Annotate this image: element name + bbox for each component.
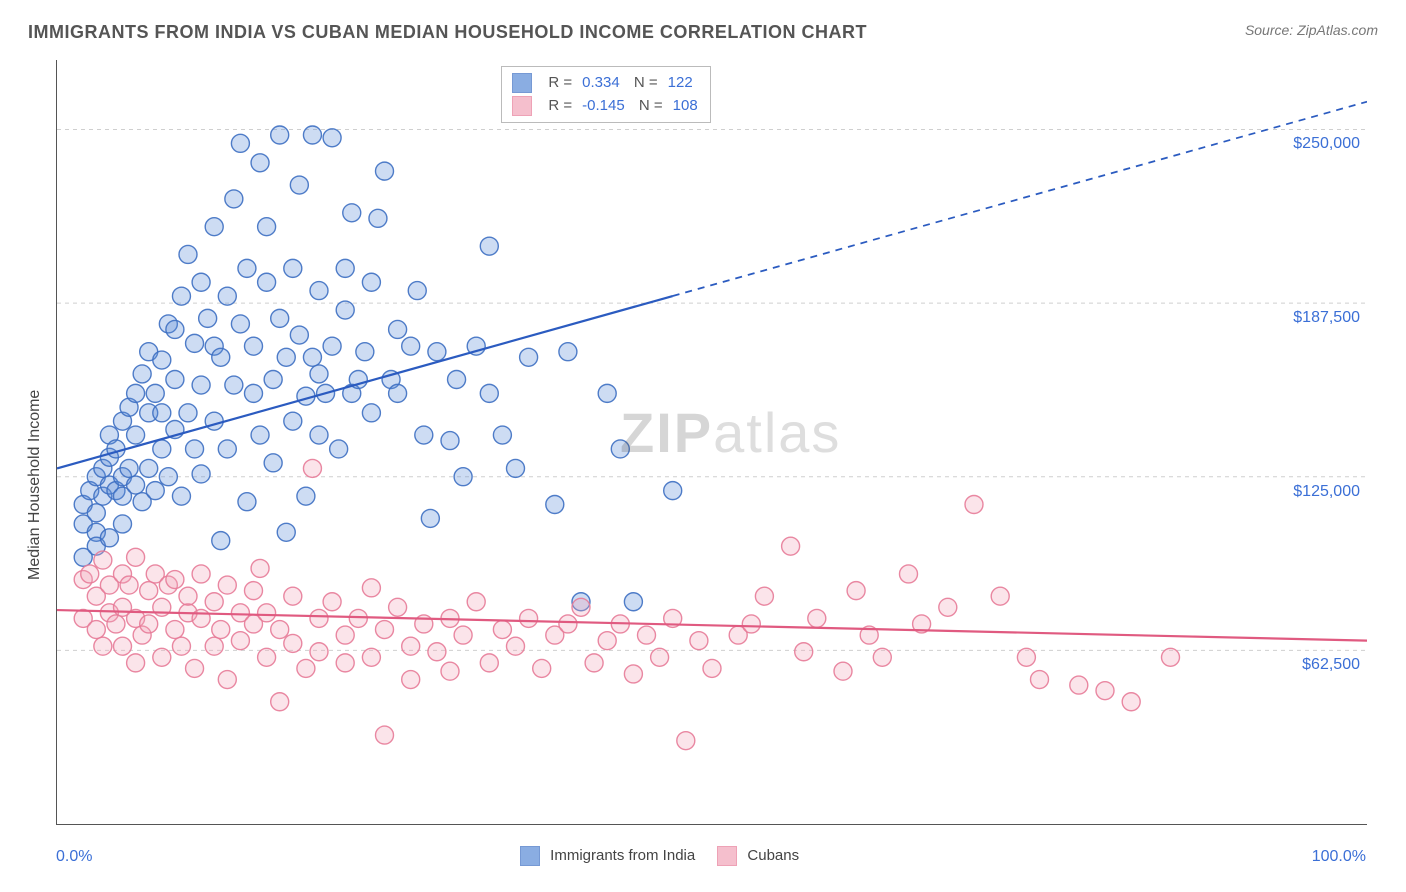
scatter-plot (56, 60, 1367, 825)
stats-r-label: R = (548, 72, 572, 95)
stats-swatch-india (512, 73, 532, 93)
stats-r-value-cubans: -0.145 (582, 95, 625, 118)
y-tick-label: $250,000 (1274, 135, 1360, 153)
stats-r-value-india: 0.334 (582, 72, 620, 95)
legend-label-cubans: Cubans (747, 847, 799, 864)
correlation-stats-box: R = 0.334 N = 122 R = -0.145 N = 108 (501, 66, 710, 123)
stats-n-label: N = (630, 72, 658, 95)
stats-n-value-cubans: 108 (673, 95, 698, 118)
legend-item-cubans: Cubans (717, 846, 799, 866)
stats-row-cubans: R = -0.145 N = 108 (512, 95, 697, 118)
stats-r-label: R = (548, 95, 572, 118)
source-name: ZipAtlas.com (1297, 22, 1378, 38)
bottom-legend: Immigrants from India Cubans (520, 846, 799, 866)
stats-n-value-india: 122 (668, 72, 693, 95)
x-axis-min-label: 0.0% (56, 848, 92, 866)
source-prefix: Source: (1245, 22, 1297, 38)
source-attribution: Source: ZipAtlas.com (1245, 22, 1378, 38)
stats-n-label: N = (635, 95, 663, 118)
y-tick-label: $187,500 (1274, 309, 1360, 327)
y-axis-label: Median Household Income (26, 390, 44, 580)
legend-item-india: Immigrants from India (520, 846, 695, 866)
y-tick-label: $62,500 (1274, 656, 1360, 674)
legend-label-india: Immigrants from India (550, 847, 695, 864)
legend-swatch-cubans (717, 846, 737, 866)
stats-swatch-cubans (512, 96, 532, 116)
x-axis-max-label: 100.0% (1312, 848, 1366, 866)
legend-swatch-india (520, 846, 540, 866)
chart-title: IMMIGRANTS FROM INDIA VS CUBAN MEDIAN HO… (28, 22, 867, 43)
y-tick-label: $125,000 (1274, 483, 1360, 501)
stats-row-india: R = 0.334 N = 122 (512, 72, 697, 95)
